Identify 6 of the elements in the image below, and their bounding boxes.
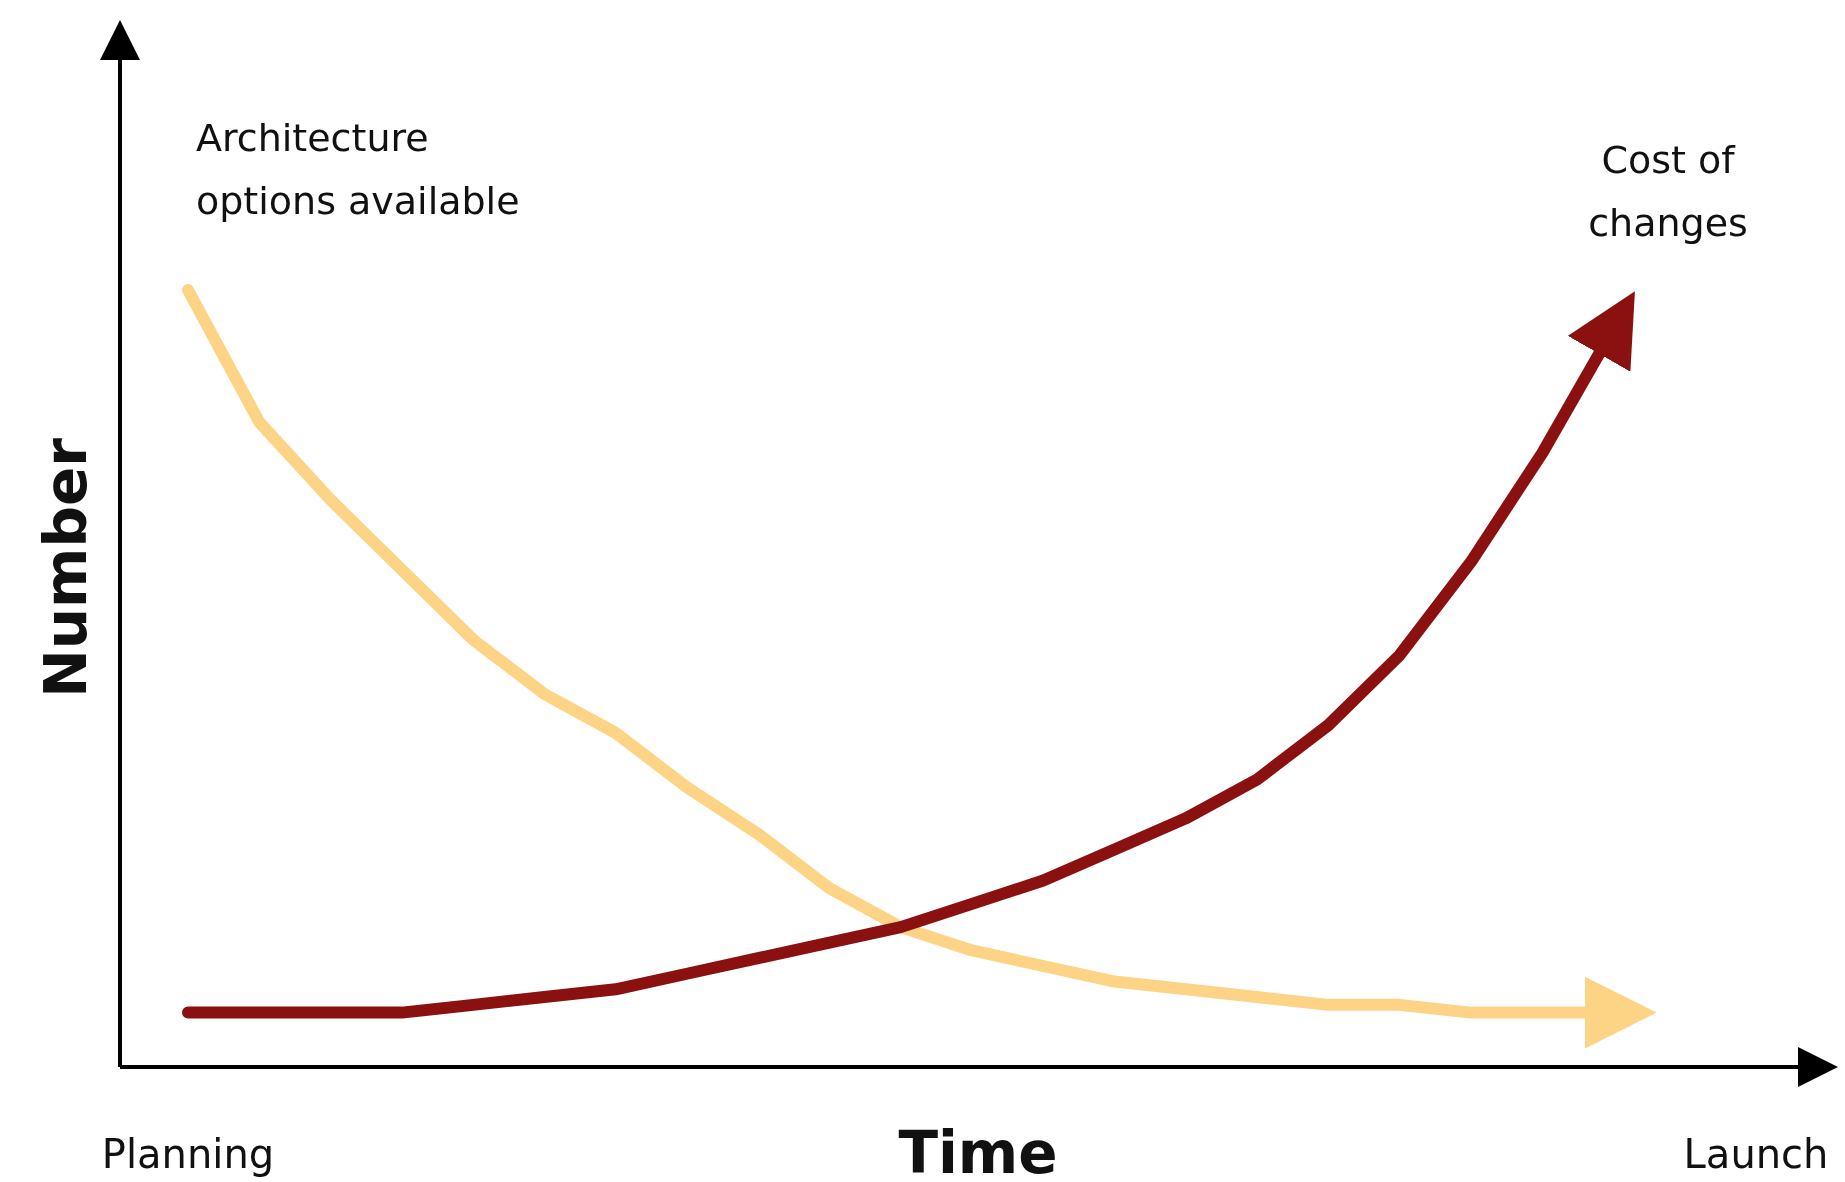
x-axis-title: Time [898, 1119, 1058, 1182]
series-label: Architecture options available [196, 116, 520, 223]
y-axis-title: Number [32, 437, 100, 698]
x-tick-label: Planning [101, 1131, 275, 1177]
text: Cost of changes [1588, 138, 1748, 245]
x-tick-label: Launch [1683, 1131, 1829, 1177]
